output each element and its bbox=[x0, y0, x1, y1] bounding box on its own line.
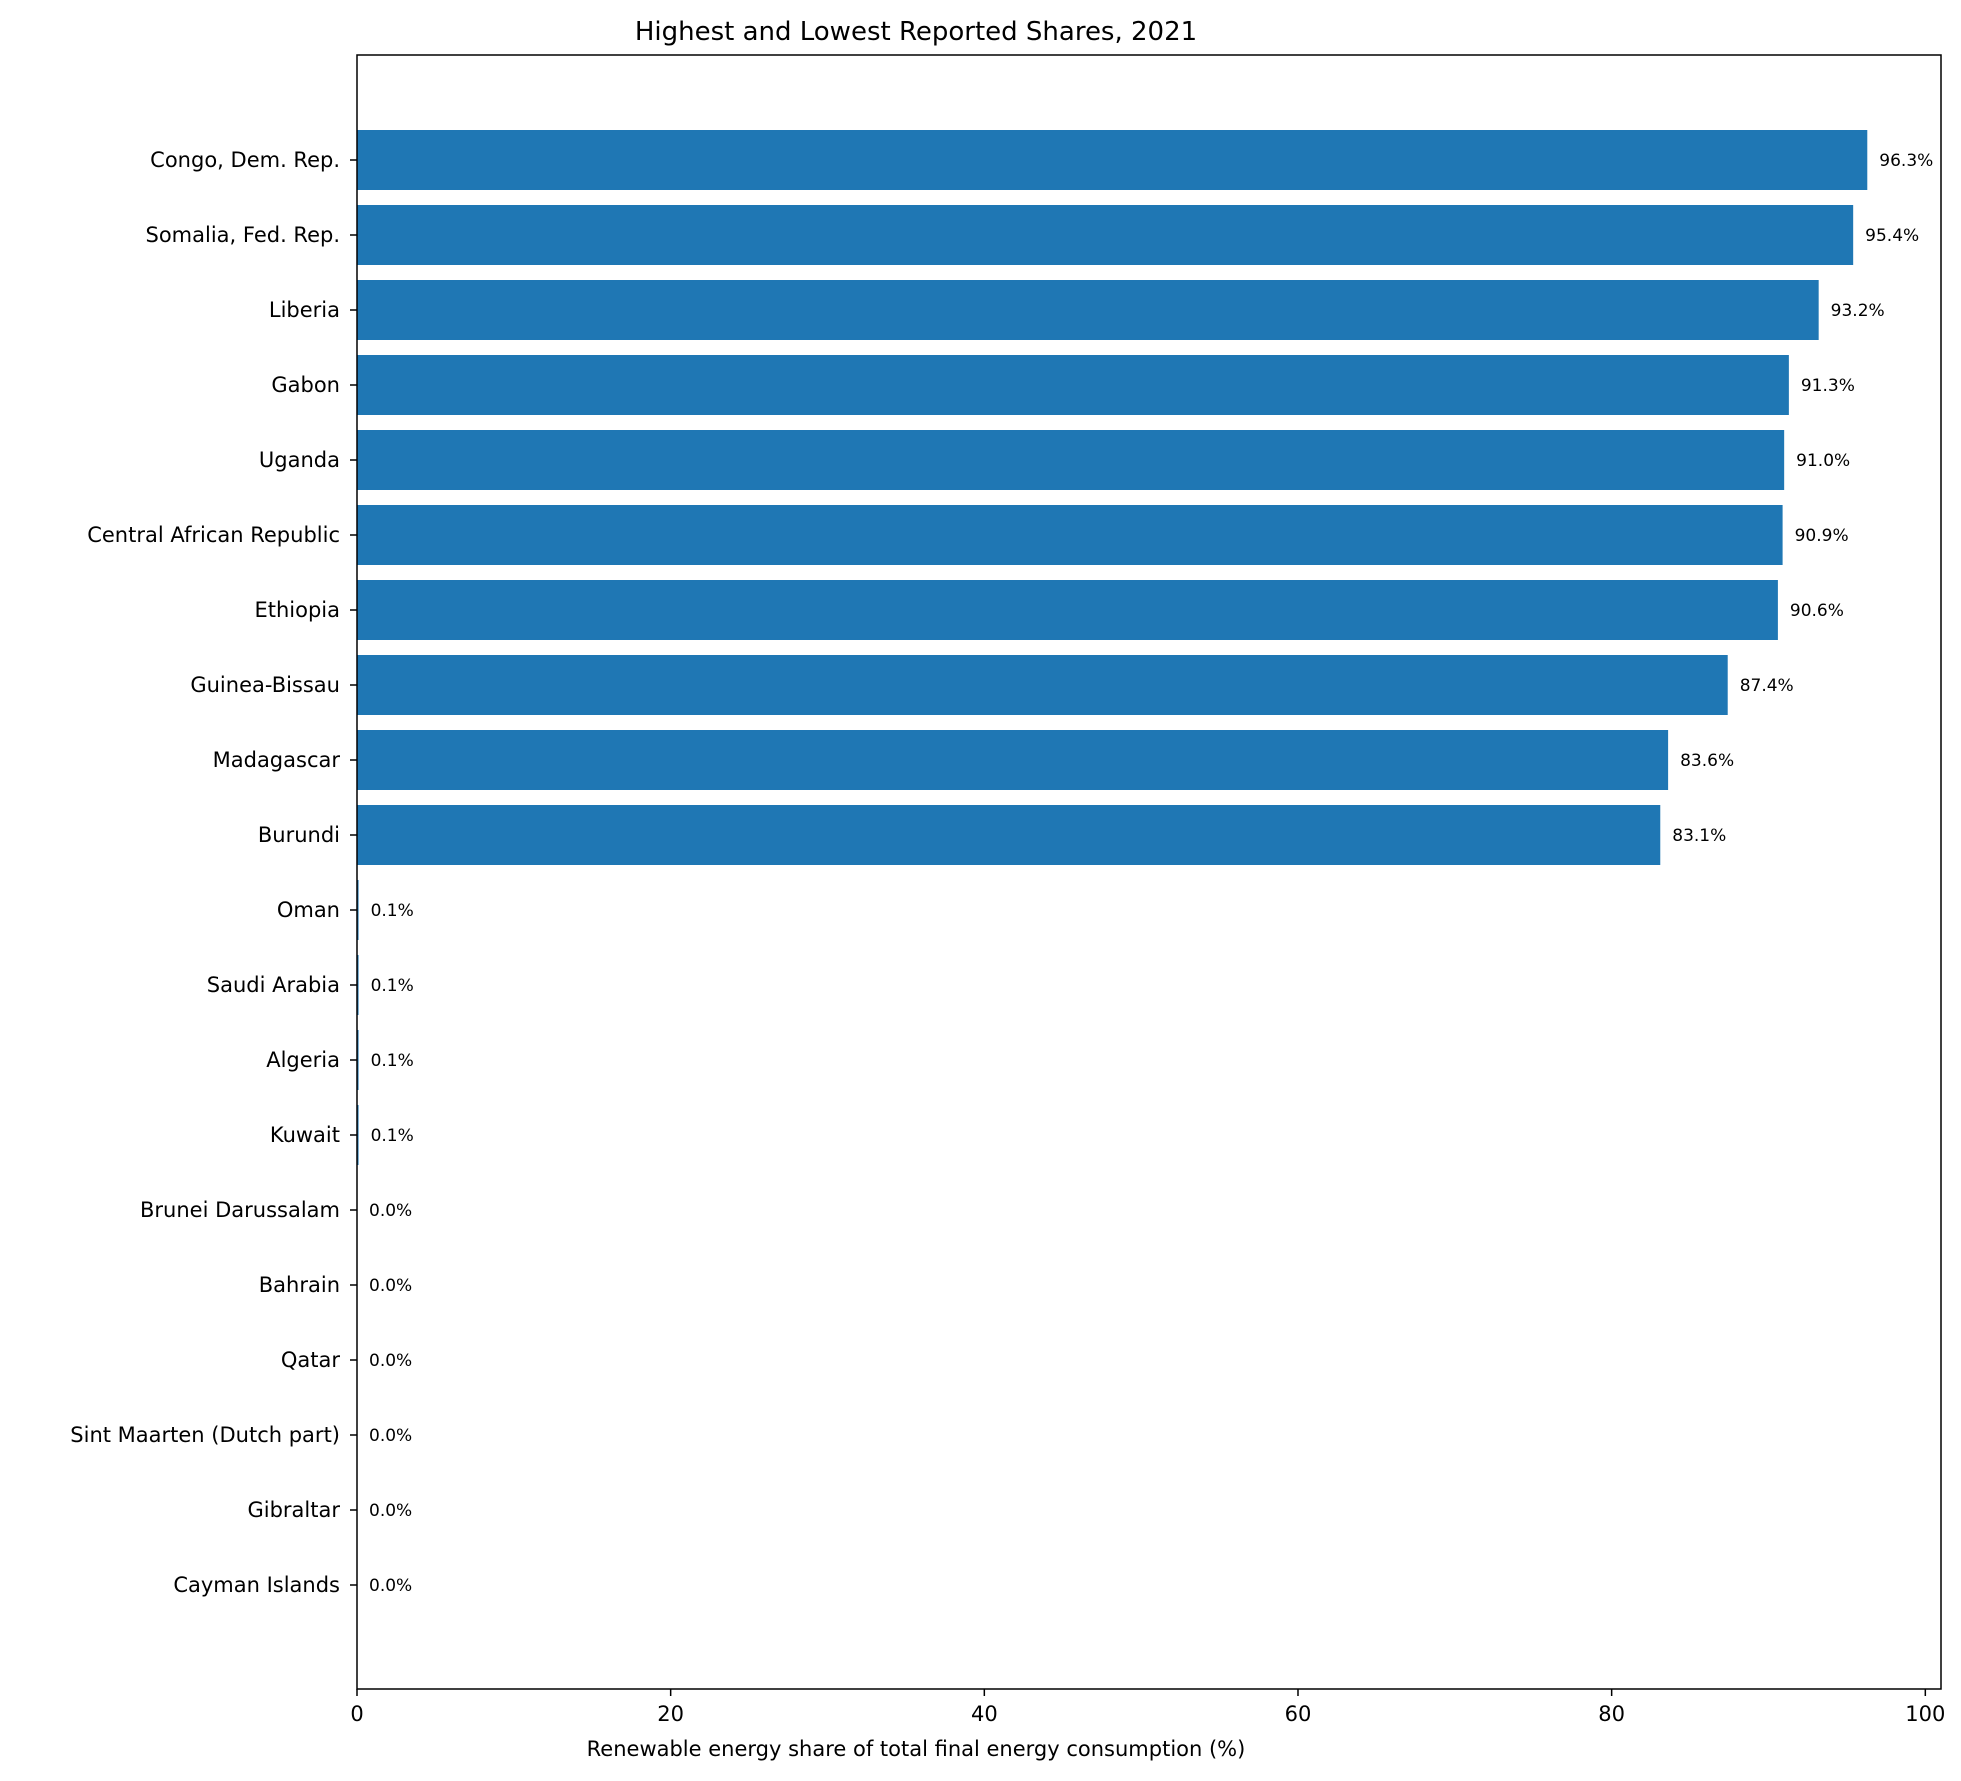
data-label: 90.9% bbox=[1795, 526, 1849, 546]
y-tick-label: Liberia bbox=[269, 298, 340, 322]
bar bbox=[357, 355, 1789, 415]
data-label: 0.1% bbox=[371, 1051, 414, 1071]
data-label: 83.6% bbox=[1680, 751, 1734, 771]
labels-layer: 96.3% 95.4% 93.2% 91.3% 91.0% 90.9% 90.6% 87.4%… bbox=[369, 151, 1933, 1596]
data-label: 0.0% bbox=[369, 1351, 412, 1371]
bar bbox=[357, 205, 1854, 265]
bar bbox=[357, 805, 1661, 865]
data-label: 83.1% bbox=[1672, 826, 1726, 846]
data-label: 0.0% bbox=[369, 1276, 412, 1296]
data-label: 0.1% bbox=[371, 901, 414, 921]
y-tick-label: Gabon bbox=[271, 373, 340, 397]
axes-layer: Congo, Dem. Rep. Somalia, Fed. Rep. Liberi… bbox=[70, 54, 1945, 1726]
data-label: 0.1% bbox=[371, 1126, 414, 1146]
y-tick-label: Madagascar bbox=[213, 748, 341, 772]
y-tick-label: Sint Maarten (Dutch part) bbox=[70, 1423, 340, 1447]
data-label: 93.2% bbox=[1831, 301, 1885, 321]
x-axis-label: Renewable energy share of total final en… bbox=[587, 1737, 1246, 1761]
data-label: 96.3% bbox=[1879, 151, 1933, 171]
y-tick-label: Guinea-Bissau bbox=[190, 673, 340, 697]
bar bbox=[357, 655, 1728, 715]
y-tick-label: Gibraltar bbox=[247, 1498, 340, 1522]
x-tick-label: 0 bbox=[350, 1702, 363, 1726]
bar bbox=[357, 1105, 359, 1165]
x-tick-label: 60 bbox=[1285, 1702, 1312, 1726]
bar bbox=[357, 280, 1819, 340]
data-label: 95.4% bbox=[1865, 226, 1919, 246]
bar bbox=[357, 880, 359, 940]
data-label: 0.0% bbox=[369, 1501, 412, 1521]
y-tick-label: Kuwait bbox=[270, 1123, 340, 1147]
bar bbox=[357, 580, 1778, 640]
bar bbox=[357, 730, 1669, 790]
chart-title: Highest and Lowest Reported Shares, 2021 bbox=[635, 17, 1197, 47]
y-tick-label: Algeria bbox=[266, 1048, 340, 1072]
data-label: 90.6% bbox=[1790, 601, 1844, 621]
y-tick-label: Saudi Arabia bbox=[207, 973, 340, 997]
x-tick-label: 40 bbox=[971, 1702, 998, 1726]
bar bbox=[357, 130, 1868, 190]
data-label: 87.4% bbox=[1740, 676, 1794, 696]
y-tick-label: Oman bbox=[277, 898, 340, 922]
data-label: 0.0% bbox=[369, 1201, 412, 1221]
y-tick-label: Brunei Darussalam bbox=[140, 1198, 340, 1222]
x-tick-label: 20 bbox=[657, 1702, 684, 1726]
bars-layer bbox=[357, 130, 1868, 1165]
y-tick-label: Central African Republic bbox=[87, 523, 340, 547]
y-tick-label: Bahrain bbox=[259, 1273, 340, 1297]
bar bbox=[357, 430, 1785, 490]
y-tick-label: Cayman Islands bbox=[173, 1573, 340, 1597]
y-tick-label: Burundi bbox=[258, 823, 340, 847]
y-tick-label: Somalia, Fed. Rep. bbox=[146, 223, 341, 247]
bar bbox=[357, 955, 359, 1015]
bar bbox=[357, 505, 1783, 565]
bar bbox=[357, 1030, 359, 1090]
x-tick-label: 100 bbox=[1905, 1702, 1945, 1726]
data-label: 0.0% bbox=[369, 1426, 412, 1446]
y-tick-label: Congo, Dem. Rep. bbox=[150, 148, 340, 172]
x-tick-label: 80 bbox=[1598, 1702, 1625, 1726]
data-label: 91.0% bbox=[1796, 451, 1850, 471]
data-label: 0.0% bbox=[369, 1576, 412, 1596]
data-label: 91.3% bbox=[1801, 376, 1855, 396]
plot-frame bbox=[356, 54, 1942, 1690]
y-tick-label: Uganda bbox=[259, 448, 340, 472]
y-tick-label: Qatar bbox=[281, 1348, 341, 1372]
y-tick-label: Ethiopia bbox=[254, 598, 340, 622]
data-label: 0.1% bbox=[371, 976, 414, 996]
